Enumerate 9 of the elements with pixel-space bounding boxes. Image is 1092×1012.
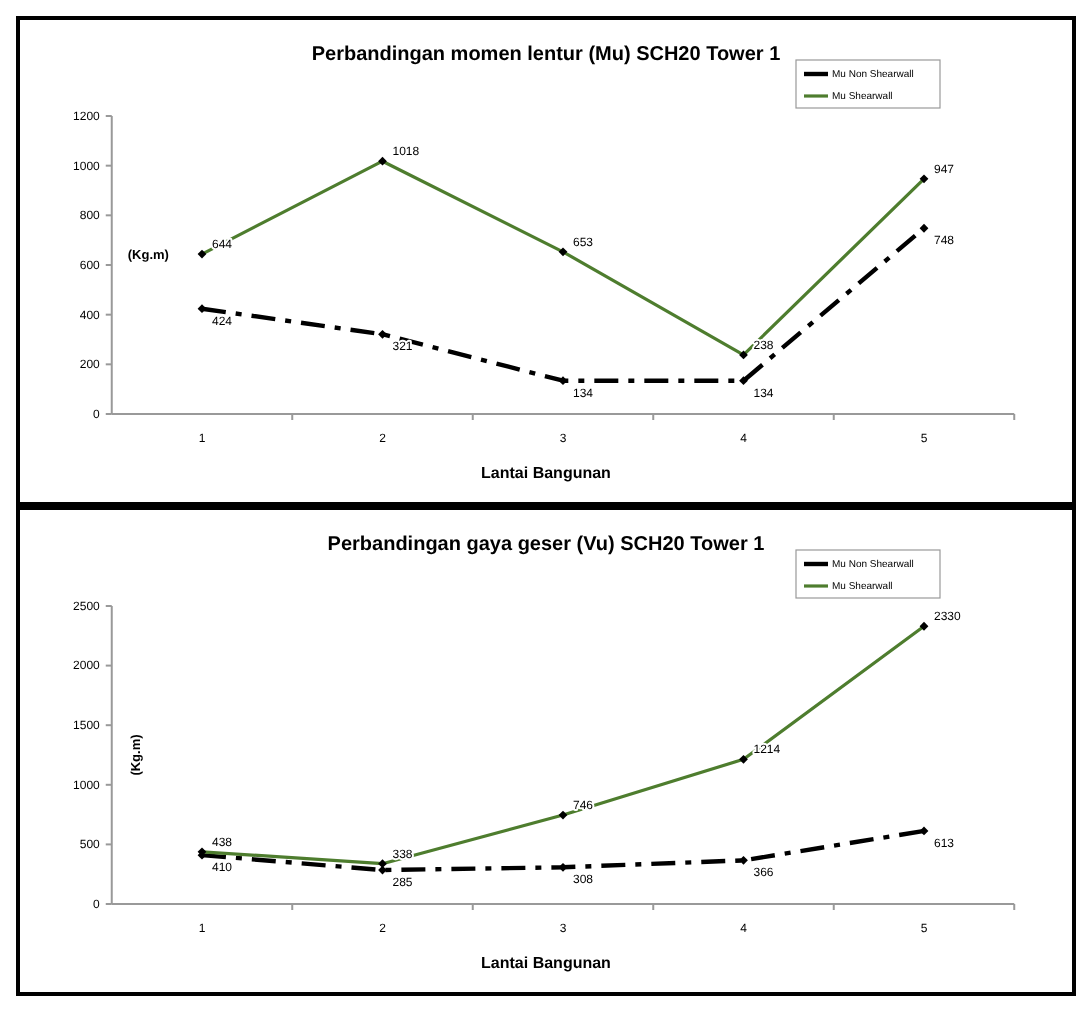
point (919, 223, 929, 233)
point (919, 826, 929, 836)
point (378, 329, 387, 339)
point (739, 855, 748, 865)
chart-title: Perbandingan momen lentur (Mu) SCH20 Tower 1 (311, 44, 782, 66)
x-axis-title: Lantai Bangunan (481, 954, 612, 972)
chart-title: Perbandingan gaya geser (Vu) SCH20 Tower 1 (327, 534, 766, 556)
x-axis-title: Lantai Bangunan (481, 464, 612, 482)
point (739, 376, 748, 386)
